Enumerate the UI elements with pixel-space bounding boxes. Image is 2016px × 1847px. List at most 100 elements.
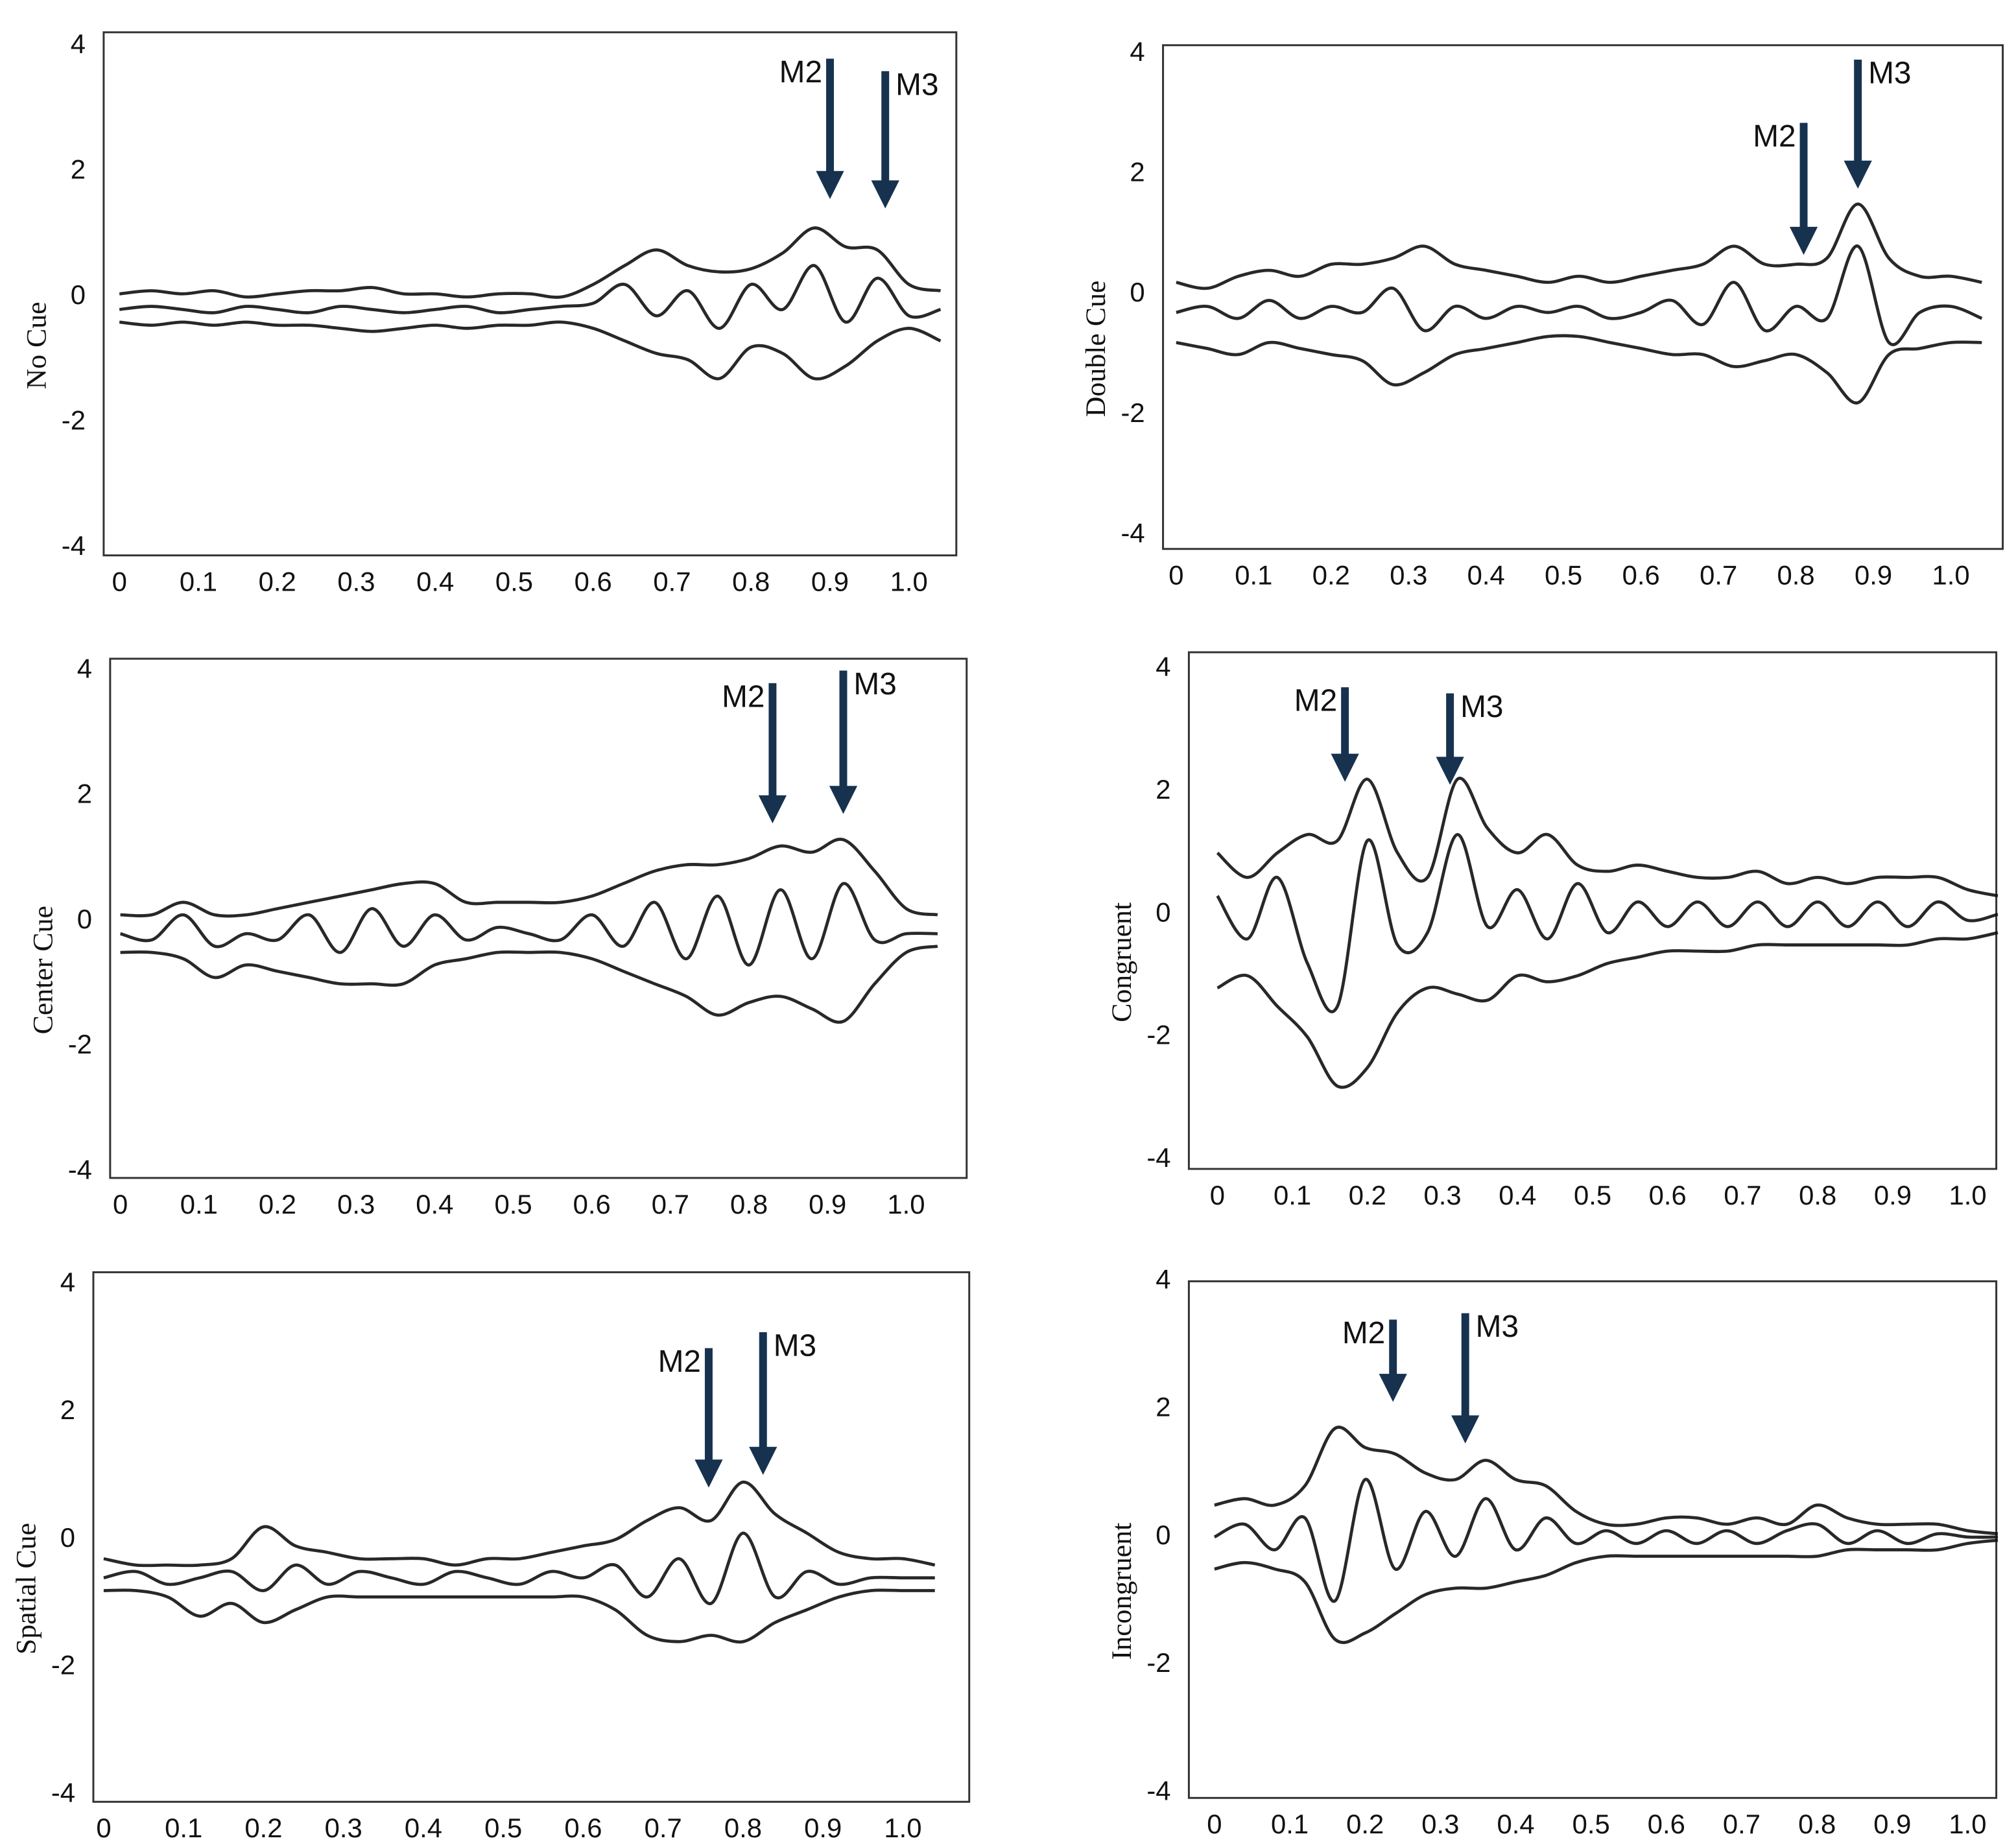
marker-label: M2 <box>1753 119 1796 154</box>
x-tick-label: 0.1 <box>1274 1180 1311 1210</box>
y-tick-label: 4 <box>60 1267 75 1297</box>
y-tick-label: 2 <box>1156 774 1170 805</box>
marker-arrow <box>871 71 899 209</box>
trace <box>119 226 941 299</box>
panel: -4 -2 0 2 4 0 0.1 0.2 0.3 0.4 0.5 0.6 0.7 0.8 0.9 1.0 Ce… <box>27 653 968 1219</box>
y-tick-label: 0 <box>1156 897 1170 927</box>
plot-frame <box>102 31 958 557</box>
x-tick-label: 0.5 <box>494 1189 532 1219</box>
y-tick-label: -2 <box>68 1029 92 1059</box>
y-axis-label: No Cue <box>21 301 52 389</box>
marker-label: M3 <box>853 667 896 701</box>
plot-frame <box>1187 1280 1998 1799</box>
x-tick-label: 0.2 <box>244 1813 282 1843</box>
marker-arrow <box>1789 123 1818 255</box>
x-tick-label: 0.3 <box>337 567 375 597</box>
x-tick-label: 0.9 <box>809 1189 846 1219</box>
x-tick-label: 0.1 <box>1235 560 1272 591</box>
x-tick-label: 0.5 <box>1545 560 1582 591</box>
marker-arrow <box>694 1348 723 1488</box>
y-tick-label: -4 <box>1146 1775 1170 1806</box>
panel: -4 -2 0 2 4 0 0.1 0.2 0.3 0.4 0.5 0.6 0.7 0.8 0.9 1.0 Do… <box>1080 36 2004 591</box>
panel: -4 -2 0 2 4 0 0.1 0.2 0.3 0.4 0.5 0.6 0.7 0.8 0.9 1.0 Co… <box>1106 651 1998 1210</box>
y-axis-label: Double Cue <box>1080 281 1111 418</box>
y-tick-label: -2 <box>1146 1020 1170 1050</box>
marker-label: M3 <box>774 1328 816 1363</box>
marker-label: M2 <box>1294 684 1337 718</box>
y-tick-label: -2 <box>1121 397 1144 428</box>
trace <box>1214 1538 1998 1644</box>
trace <box>1216 832 1998 1013</box>
trace <box>1176 334 1982 405</box>
x-tick-label: 0.7 <box>1723 1809 1761 1839</box>
y-tick-label: 2 <box>1156 1392 1170 1422</box>
x-tick-label: 0.2 <box>1349 1180 1386 1210</box>
marker-label: M2 <box>1342 1316 1385 1350</box>
x-tick-label: 0.7 <box>1724 1180 1761 1210</box>
x-tick-label: 0.9 <box>811 567 849 597</box>
trace <box>1216 931 1998 1089</box>
trace <box>103 1588 935 1644</box>
x-tick-label: 0.8 <box>732 567 770 597</box>
x-tick-label: 0 <box>1207 1809 1222 1839</box>
y-tick-label: -2 <box>1146 1647 1170 1678</box>
x-tick-label: 0.8 <box>1798 1809 1836 1839</box>
y-tick-label: 2 <box>60 1394 75 1425</box>
x-tick-label: 0.3 <box>325 1813 362 1843</box>
y-tick-label: 4 <box>1130 36 1144 67</box>
x-tick-label: 1.0 <box>1949 1809 1986 1839</box>
y-axis-label: Congruent <box>1106 902 1137 1022</box>
y-axis-label: Incongruent <box>1106 1523 1137 1660</box>
trace <box>1213 1477 1998 1603</box>
marker-arrow <box>829 670 858 814</box>
x-tick-label: 0 <box>1210 1180 1225 1210</box>
x-tick-label: 0.3 <box>337 1189 375 1219</box>
x-tick-label: 0.7 <box>1700 560 1737 591</box>
y-tick-label: 0 <box>71 279 86 310</box>
x-tick-label: 0.2 <box>259 1189 296 1219</box>
y-axis-label: Spatial Cue <box>10 1523 42 1654</box>
panel: -4 -2 0 2 4 0 0.1 0.2 0.3 0.4 0.5 0.6 0.7 0.8 0.9 1.0 No… <box>21 29 958 597</box>
y-tick-label: -2 <box>51 1650 75 1680</box>
trace <box>120 945 938 1024</box>
trace <box>103 1480 936 1568</box>
x-tick-label: 0.3 <box>1423 1180 1461 1210</box>
x-tick-label: 0.6 <box>564 1813 602 1843</box>
x-tick-label: 0.5 <box>1574 1180 1611 1210</box>
plot-frame <box>1162 44 2004 550</box>
y-tick-label: -4 <box>62 530 86 561</box>
marker-arrow <box>1844 60 1872 189</box>
x-tick-label: 0.9 <box>804 1813 842 1843</box>
marker-arrow <box>758 683 787 824</box>
x-tick-label: 0.6 <box>575 567 612 597</box>
marker-arrow <box>1379 1319 1407 1402</box>
x-tick-label: 0.5 <box>484 1813 522 1843</box>
x-tick-label: 0.4 <box>1467 560 1505 591</box>
x-tick-label: 0.3 <box>1390 560 1427 591</box>
trace <box>120 838 938 918</box>
x-tick-label: 0.2 <box>1346 1809 1384 1839</box>
y-tick-label: 0 <box>1130 277 1144 307</box>
y-axis-label: Center Cue <box>27 906 58 1034</box>
y-tick-label: 0 <box>1156 1520 1170 1550</box>
x-tick-label: 0.6 <box>1648 1809 1685 1839</box>
trace <box>119 882 938 967</box>
trace <box>119 320 942 381</box>
x-tick-label: 0.1 <box>180 567 217 597</box>
trace <box>119 264 942 330</box>
x-tick-label: 0.4 <box>405 1813 442 1843</box>
x-tick-label: 0.1 <box>180 1189 218 1219</box>
y-tick-label: -2 <box>62 405 86 436</box>
x-tick-label: 0.5 <box>1572 1809 1610 1839</box>
x-tick-label: 0.9 <box>1855 560 1892 591</box>
x-tick-label: 1.0 <box>1932 560 1969 591</box>
x-tick-label: 0.9 <box>1874 1180 1912 1210</box>
marker-arrow <box>816 58 844 199</box>
x-tick-label: 0 <box>1168 560 1183 591</box>
marker-label: M3 <box>895 67 938 102</box>
marker-label: M2 <box>779 55 822 89</box>
trace <box>1176 244 1983 346</box>
marker-label: M3 <box>1460 690 1503 724</box>
x-tick-label: 0 <box>113 1189 128 1219</box>
